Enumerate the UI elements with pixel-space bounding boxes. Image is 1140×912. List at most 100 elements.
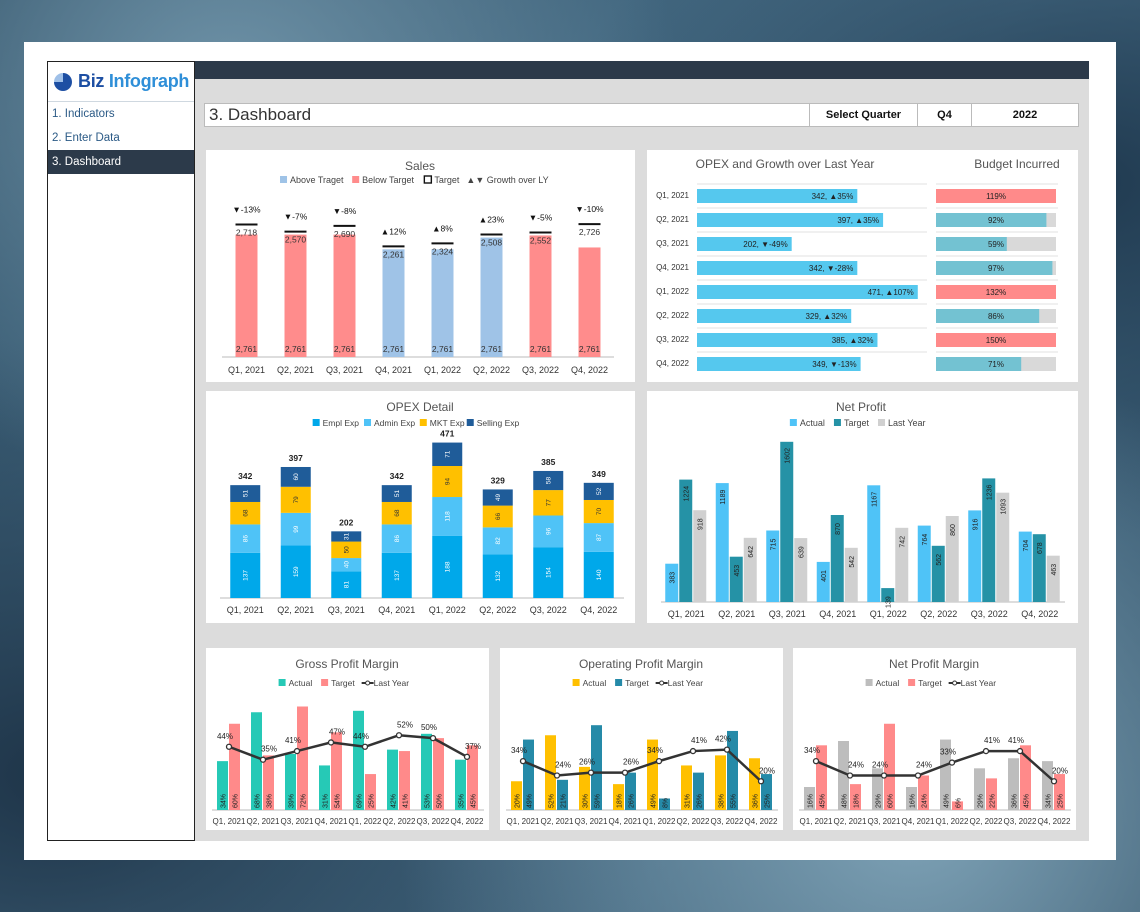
margin-last-year-label: 24%	[555, 761, 571, 770]
nav-item-indicators[interactable]: 1. Indicators	[52, 108, 115, 120]
logo-pie-icon	[54, 72, 72, 91]
margin-last-year-point	[429, 734, 437, 742]
margin-bar-label: 35%	[459, 794, 466, 808]
opex-y-tick: Q2, 2022	[656, 311, 689, 320]
margin-bar-label: 45%	[471, 794, 478, 808]
margin-bar-label: 6%	[956, 798, 963, 808]
opex-detail-chart: OPEX Detail Empl Exp Admin Exp MKT Exp Selli…	[220, 400, 624, 615]
quarter-select[interactable]: Q4	[917, 104, 971, 126]
margin-bar	[986, 778, 997, 810]
margin-bar	[511, 781, 522, 810]
net-profit-bar	[830, 515, 844, 602]
legend-swatch	[466, 419, 474, 426]
legend-box-swatch	[423, 175, 433, 184]
budget-bar	[936, 237, 1007, 251]
margin-bar-label: 45%	[1024, 794, 1031, 808]
sales-target-label: 2,324	[432, 246, 454, 256]
opex-detail-segment	[482, 489, 513, 506]
budget-bar	[936, 309, 1040, 323]
sales-chart: Sales Above Traget Below Target Target ▲▼ Gr…	[222, 159, 614, 375]
net-profit-bar	[780, 441, 794, 602]
opex-growth-chart: OPEX and Growth over Last Year Budget Inc…	[656, 157, 1060, 371]
net-profit-chart: Net Profit Actual Target Last Year 383 1224 91…	[661, 400, 1065, 619]
opex-y-tick: Q4, 2021	[656, 263, 689, 272]
net-profit-bar	[1046, 555, 1060, 602]
margin-title: Gross Profit Margin	[295, 657, 398, 671]
margin-bar-label: 24%	[922, 794, 929, 808]
margin-last-year-label: 41%	[1008, 736, 1024, 745]
opex-bar	[697, 261, 858, 275]
budget-bar	[936, 357, 1022, 371]
opex-detail-segment-label: 137	[242, 570, 249, 581]
net-profit-x-tick: Q2, 2021	[718, 609, 755, 619]
net-profit-bar-label: 715	[770, 539, 777, 551]
margin-bar	[399, 751, 410, 810]
net-profit-bar-label: 704	[1023, 540, 1030, 552]
margin-bar-label: 59%	[595, 794, 602, 808]
opex-detail-segment-label: 31	[343, 532, 350, 540]
opex-y-tick: Q2, 2021	[656, 215, 689, 224]
opex-detail-segment	[482, 554, 513, 598]
top-bar	[195, 61, 1089, 79]
net-profit-bar	[881, 588, 895, 602]
margin-bar	[557, 779, 568, 810]
margin-bar	[263, 755, 274, 810]
sales-growth-label: ▼-10%	[575, 204, 604, 214]
opex-detail-segment-label: 87	[596, 533, 603, 541]
margin-last-year-point	[463, 753, 471, 760]
legend-label: Admin Exp	[374, 418, 415, 428]
opex-detail-segment	[280, 545, 311, 598]
margin-title: Operating Profit Margin	[579, 657, 703, 671]
net-profit-bar	[729, 556, 743, 602]
margin-last-year-line	[815, 749, 1055, 783]
opex-detail-segment	[381, 552, 412, 598]
net-profit-bar	[794, 538, 808, 602]
sales-bar	[235, 234, 258, 357]
logo-text-b: Infograph	[108, 71, 190, 91]
opex-detail-segment-label: 52	[596, 487, 603, 495]
year-select[interactable]: 2022	[971, 104, 1078, 126]
sales-target-label: 2,261	[383, 249, 405, 259]
sales-bar-label: 2,761	[530, 344, 552, 354]
net-profit-bar	[1018, 531, 1032, 602]
opex-detail-total: 385	[541, 457, 555, 467]
margin-bar	[681, 765, 692, 810]
margin-x-tick: Q3, 2022	[1004, 817, 1037, 826]
opex-y-tick: Q1, 2021	[656, 191, 689, 200]
net-profit-bar-label: 1093	[1000, 499, 1007, 515]
budget-bar-label: 97%	[988, 264, 1004, 273]
sales-x-tick: Q2, 2022	[473, 365, 510, 375]
sales-bar-label: 2,761	[383, 344, 405, 354]
margin-bar-label: 34%	[1046, 794, 1053, 808]
margin-x-tick: Q2, 2022	[970, 817, 1003, 826]
opex-bar	[697, 333, 878, 347]
margin-bar	[387, 749, 398, 810]
margin-last-year-label: 35%	[261, 745, 277, 754]
margin-bar-label: 21%	[561, 794, 568, 808]
margin-bar-label: 30%	[583, 794, 590, 808]
nav-item-dashboard[interactable]: 3. Dashboard	[48, 150, 194, 174]
legend-label: Below Target	[362, 175, 414, 185]
margin-last-year-label: 26%	[579, 758, 595, 767]
opex-detail-x-tick: Q3, 2022	[530, 605, 567, 615]
margin-last-year-point	[327, 739, 335, 746]
budget-bar-label: 92%	[988, 216, 1004, 225]
nav-item-enter-data[interactable]: 2. Enter Data	[52, 132, 120, 144]
sales-target-label: 2,690	[334, 229, 356, 239]
opex-detail-segment	[432, 535, 463, 598]
margin-x-tick: Q3, 2022	[711, 817, 744, 826]
sales-target-label: 2,718	[236, 228, 258, 238]
sales-growth-label: ▲8%	[432, 223, 453, 233]
legend-swatch	[352, 176, 360, 183]
gpm-panel: Gross Profit Margin Actual Target Last Year…	[206, 648, 489, 830]
opex-detail-total: 471	[440, 429, 454, 439]
opex-detail-segment	[583, 499, 614, 524]
margin-bar	[1020, 745, 1031, 810]
legend-line-marker	[952, 680, 958, 686]
opex-detail-segment-label: 137	[394, 570, 401, 581]
select-quarter-label: Select Quarter	[809, 104, 917, 126]
margin-bar	[353, 710, 364, 810]
margin-last-year-label: 20%	[759, 766, 775, 775]
margin-last-year-line	[228, 733, 468, 761]
net-profit-bar	[816, 561, 830, 602]
